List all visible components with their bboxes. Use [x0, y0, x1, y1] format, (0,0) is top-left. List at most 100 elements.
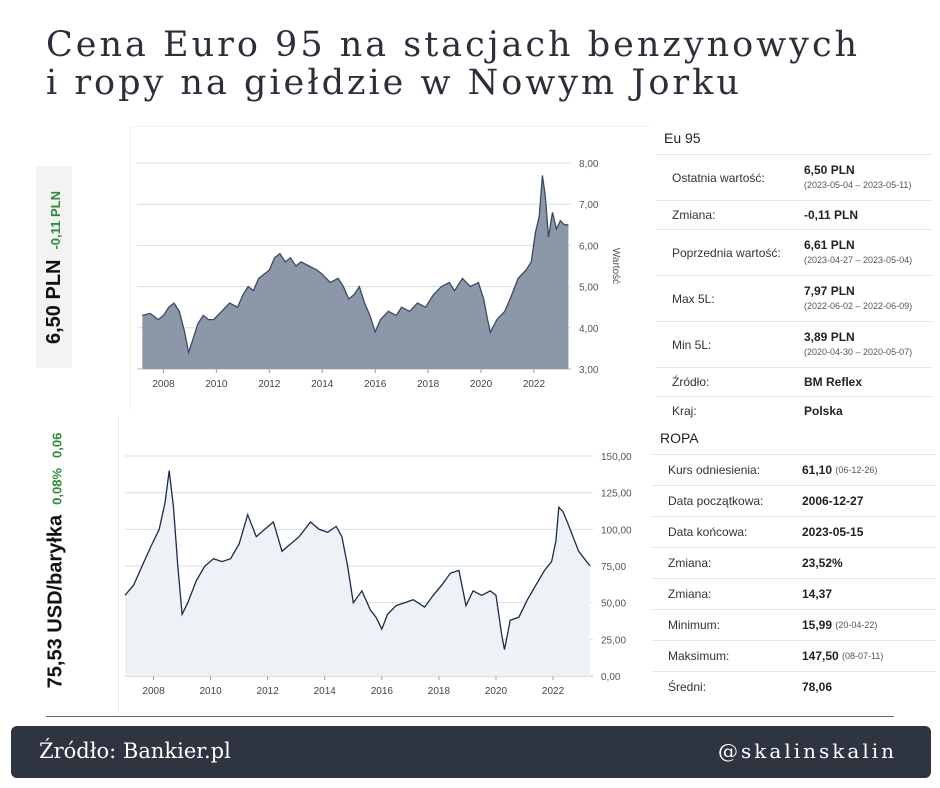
stat-row: Ostatnia wartość: 6,50 PLN (2023-05-04 – 2… [656, 154, 932, 200]
stat-label: Poprzednia wartość: [672, 245, 781, 260]
stat-value: Polska [804, 403, 843, 418]
stat-label: Kraj: [672, 404, 697, 418]
stat-row: Kraj: Polska [656, 396, 932, 425]
euro95-panel-heading: Eu 95 [664, 130, 701, 146]
stat-row: Poprzednia wartość: 6,61 PLN (2023-04-27 –… [656, 229, 932, 275]
x-tick-label: 2018 [428, 686, 451, 697]
stat-label: Zmiana: [668, 587, 712, 601]
stat-value: 7,97 PLN [804, 283, 855, 298]
y-axis-label: Wartość [610, 248, 621, 284]
stat-row: Źródło: BM Reflex [656, 367, 932, 396]
title-line-2: i ropy na giełdzie w Nowym Jorku [46, 63, 742, 103]
euro95-chart-svg: 3,00 4,00 5,00 6,00 7,00 8,00 2008 2010 2012 2014… [137, 159, 621, 390]
stat-label: Maksimum: [668, 649, 730, 663]
x-tick-label: 2012 [258, 379, 281, 390]
stat-value: 3,89 PLN [804, 329, 855, 344]
divider [46, 716, 894, 717]
oil-price: 75,53 USD/baryłka [44, 514, 67, 688]
stat-date: (20-04-22) [835, 620, 878, 630]
x-tick-label: 2010 [205, 379, 228, 390]
x-tick-label: 2014 [314, 686, 337, 697]
x-tick-label: 2020 [485, 686, 508, 697]
x-tick-label: 2018 [417, 379, 440, 390]
euro95-stats-panel: Eu 95 Ostatnia wartość: 6,50 PLN (2023-05-… [656, 126, 932, 422]
oil-change-pct: 0,08% [49, 467, 65, 505]
title-line-1: Cena Euro 95 na stacjach benzynowych [46, 25, 861, 65]
stat-label: Data początkowa: [668, 494, 764, 508]
oil-change-abs: 0,06 [49, 432, 65, 458]
x-tick-label: 2012 [257, 686, 280, 697]
footer-source: Źródło: Bankier.pl [39, 739, 231, 763]
stat-row: Maksimum: 147,50 (08-07-11) [652, 640, 936, 671]
stat-label: Kurs odniesienia: [668, 463, 761, 477]
y-tick-label: 150,00 [601, 452, 632, 463]
y-tick-label: 100,00 [601, 525, 632, 536]
stat-value: 6,50 PLN [804, 162, 855, 177]
y-tick-label: 3,00 [579, 365, 599, 376]
x-tick-label: 2022 [542, 686, 565, 697]
x-tick-label: 2016 [371, 686, 394, 697]
euro-price: 6,50 PLN [42, 259, 65, 344]
oil-chart-svg: 0,00 25,00 50,00 75,00 100,00 125,00 150,00 200… [124, 452, 632, 697]
stat-row: Data początkowa: 2006-12-27 [652, 485, 936, 516]
stat-value: 2006-12-27 [802, 494, 864, 508]
stat-label: Średni: [668, 680, 707, 694]
x-tick-label: 2020 [470, 379, 493, 390]
y-tick-label: 8,00 [579, 159, 599, 170]
stat-date: (06-12-26) [835, 465, 878, 475]
stat-value: -0,11 PLN [804, 207, 859, 222]
stat-date-range: (2022-06-02 – 2022-06-09) [804, 300, 913, 311]
stat-date: (08-07-11) [842, 651, 884, 661]
stat-label: Minimum: [668, 618, 721, 632]
stat-label: Zmiana: [668, 556, 712, 570]
y-tick-label: 4,00 [579, 324, 599, 335]
x-tick-label: 2010 [199, 686, 222, 697]
stat-label: Max 5L: [672, 291, 715, 306]
stat-value: 78,06 [802, 680, 833, 694]
stat-value: 147,50 [802, 649, 839, 663]
stat-value: 23,52% [802, 556, 843, 570]
stat-value: 2023-05-15 [802, 525, 864, 539]
stat-row: Średni: 78,06 [652, 671, 936, 702]
stat-value: 15,99 [802, 618, 833, 632]
oil-panel-heading: ROPA [660, 430, 699, 446]
x-tick-label: 2022 [523, 379, 546, 390]
stat-row: Zmiana: 14,37 [652, 578, 936, 609]
series-area [142, 175, 569, 369]
series-area [125, 470, 591, 676]
y-tick-label: 7,00 [579, 200, 599, 211]
page-title: Cena Euro 95 na stacjach benzynowych i r… [46, 26, 926, 102]
y-tick-label: 6,00 [579, 241, 599, 252]
stat-label: Min 5L: [672, 337, 712, 352]
stat-label: Zmiana: [672, 208, 716, 222]
stat-value: 61,10 [802, 463, 833, 477]
y-tick-label: 125,00 [601, 489, 632, 500]
stat-value: 6,61 PLN [804, 237, 855, 252]
euro-change: -0,11 PLN [47, 190, 63, 250]
oil-stats-panel: ROPA Kurs odniesienia: 61,10 (06-12-26) D… [652, 424, 936, 700]
stat-value: 14,37 [802, 587, 833, 601]
stat-value: BM Reflex [804, 374, 863, 389]
x-tick-label: 2008 [142, 686, 165, 697]
y-tick-label: 50,00 [601, 599, 626, 610]
euro95-chart: 3,00 4,00 5,00 6,00 7,00 8,00 2008 2010 2012 2014… [130, 126, 651, 409]
y-tick-label: 5,00 [579, 283, 599, 294]
stat-row: Min 5L: 3,89 PLN (2020-04-30 – 2020-05-07) [656, 321, 932, 367]
series-line [124, 470, 591, 650]
stat-label: Ostatnia wartość: [672, 170, 765, 185]
footer-handle: @skalinskalin [718, 739, 897, 763]
stat-label: Źródło: [672, 375, 710, 389]
stat-row: Kurs odniesienia: 61,10 (06-12-26) [652, 454, 936, 485]
stat-label: Data końcowa: [668, 525, 748, 539]
series-line [142, 175, 569, 356]
y-tick-label: 75,00 [601, 562, 626, 573]
x-tick-label: 2008 [152, 379, 175, 390]
y-tick-label: 25,00 [601, 635, 626, 646]
stat-row: Minimum: 15,99 (20-04-22) [652, 609, 936, 640]
stat-date-range: (2023-04-27 – 2023-05-04) [804, 254, 913, 265]
stat-date-range: (2020-04-30 – 2020-05-07) [804, 346, 913, 357]
oil-price-badge: 75,53 USD/baryłka 0,08% 0,06 [40, 424, 72, 696]
stat-row: Max 5L: 7,97 PLN (2022-06-02 – 2022-06-09) [656, 275, 932, 321]
x-tick-label: 2016 [364, 379, 387, 390]
x-tick-label: 2014 [311, 379, 334, 390]
